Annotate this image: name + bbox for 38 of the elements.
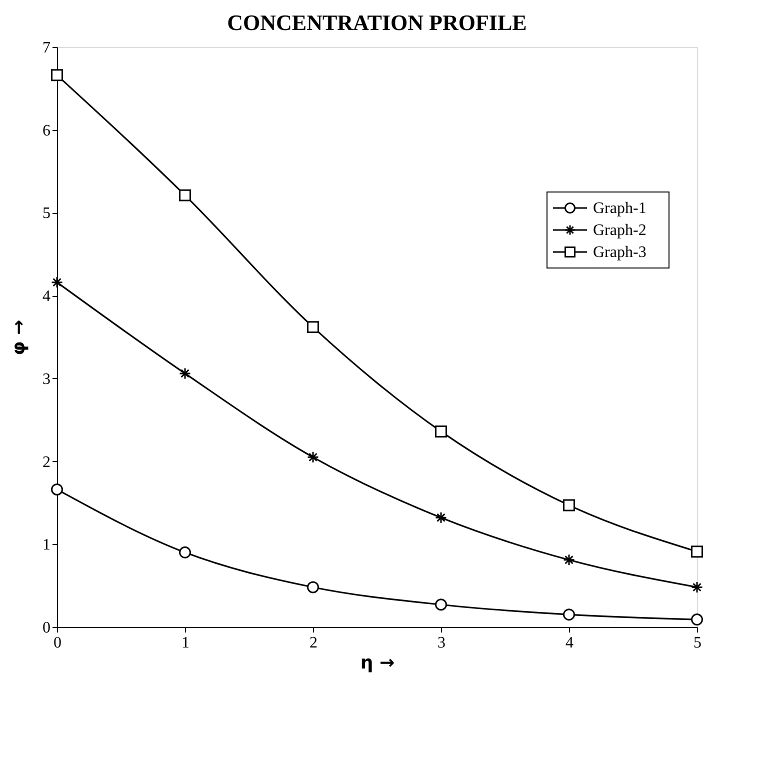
point (51, 483, 63, 496)
x-axis-title: η → (360, 652, 395, 674)
point (563, 499, 575, 512)
x-tick-label: 5 (694, 634, 702, 652)
y-axis-title: φ → (8, 320, 30, 356)
y-tick-label: 7 (42, 40, 50, 56)
point (179, 367, 191, 380)
legend-label: Graph-3 (593, 244, 646, 261)
x-tick-label: 1 (182, 634, 190, 652)
x-tick-label: 2 (310, 634, 318, 652)
legend-label: Graph-2 (593, 222, 646, 239)
point (307, 451, 319, 464)
y-tick-label: 2 (42, 454, 50, 471)
point (51, 69, 63, 82)
point (435, 425, 447, 438)
point (307, 581, 319, 594)
y-tick-label: 0 (42, 620, 50, 636)
point (691, 581, 703, 594)
point (179, 189, 191, 202)
y-tick-label: 6 (42, 122, 50, 140)
legend-label: Graph-1 (593, 200, 646, 217)
y-tick-label: 4 (42, 288, 50, 306)
point (435, 598, 447, 611)
point (179, 546, 191, 558)
point (563, 608, 575, 621)
x-tick-label: 3 (438, 634, 446, 652)
y-tick-label: 5 (42, 205, 50, 222)
point (435, 512, 447, 524)
point (691, 614, 703, 626)
x-tick-label: 4 (566, 634, 574, 652)
y-tick-label: 3 (42, 370, 50, 388)
chart-title: CONCENTRATION PROFILE (227, 10, 527, 35)
point (307, 321, 319, 334)
x-tick-label: 0 (54, 634, 62, 652)
point (563, 554, 575, 566)
point (691, 546, 703, 558)
y-tick-label: 1 (42, 536, 50, 554)
point (51, 276, 63, 288)
